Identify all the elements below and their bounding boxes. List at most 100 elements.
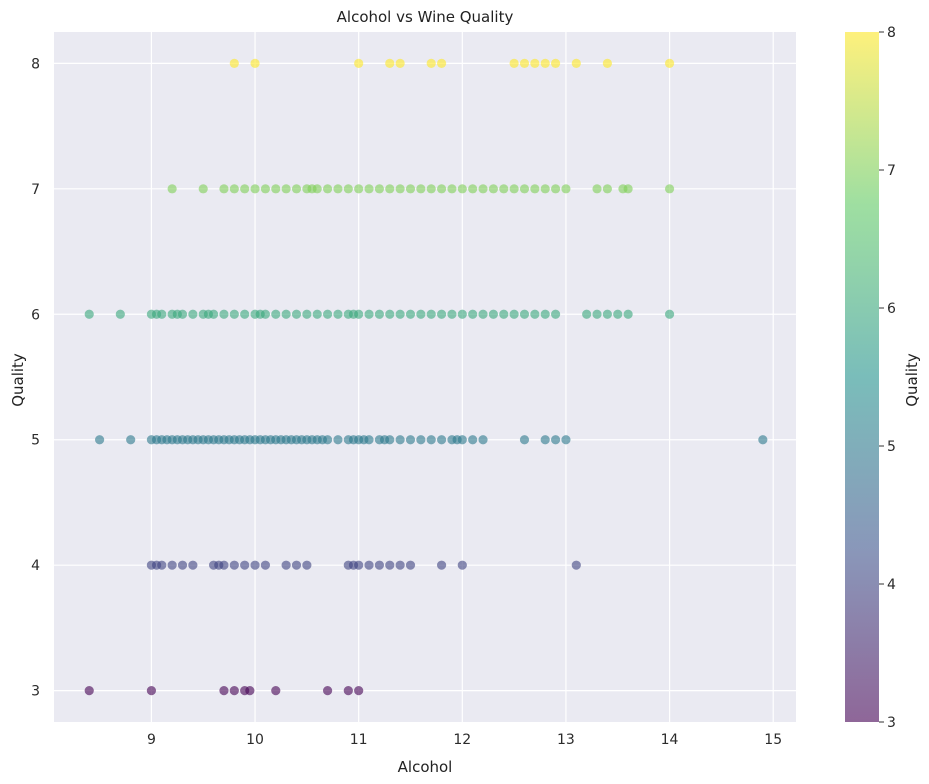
data-point bbox=[540, 58, 550, 68]
data-point bbox=[457, 560, 467, 570]
colorbar-ticks: 3 4 5 6 7 8 bbox=[879, 25, 896, 731]
data-point bbox=[416, 435, 426, 445]
data-point bbox=[229, 686, 239, 696]
data-point bbox=[457, 435, 467, 445]
x-axis-label: Alcohol bbox=[398, 758, 453, 776]
data-point bbox=[623, 309, 633, 319]
data-point bbox=[550, 435, 561, 445]
data-point bbox=[426, 184, 436, 194]
data-point bbox=[426, 435, 436, 445]
data-point bbox=[395, 58, 405, 68]
data-point bbox=[758, 435, 768, 445]
data-point bbox=[302, 309, 312, 319]
data-point bbox=[364, 309, 374, 319]
data-point bbox=[322, 435, 333, 445]
y-tick-label: 4 bbox=[31, 558, 40, 574]
data-point bbox=[613, 309, 623, 319]
data-point bbox=[343, 184, 353, 194]
data-point bbox=[488, 184, 498, 194]
data-point bbox=[219, 686, 229, 696]
x-tick-label: 10 bbox=[246, 732, 264, 748]
data-point bbox=[354, 309, 364, 319]
data-point bbox=[354, 184, 364, 194]
data-point bbox=[354, 58, 364, 68]
data-point bbox=[250, 58, 260, 68]
data-point bbox=[177, 309, 188, 319]
data-point bbox=[271, 686, 281, 696]
data-point bbox=[478, 435, 488, 445]
data-point bbox=[582, 309, 592, 319]
data-point bbox=[436, 58, 447, 68]
data-point bbox=[364, 435, 374, 445]
data-point bbox=[157, 560, 167, 570]
data-point bbox=[271, 184, 281, 194]
data-point bbox=[540, 435, 550, 445]
data-point bbox=[499, 309, 509, 319]
data-point bbox=[468, 309, 478, 319]
data-point bbox=[343, 686, 353, 696]
y-tick-label: 8 bbox=[31, 56, 40, 72]
data-point bbox=[245, 686, 255, 696]
data-point bbox=[416, 309, 426, 319]
data-point bbox=[602, 309, 612, 319]
data-point bbox=[333, 184, 343, 194]
data-point bbox=[219, 184, 229, 194]
data-point bbox=[240, 560, 250, 570]
data-point bbox=[291, 560, 302, 570]
data-point bbox=[229, 309, 239, 319]
data-point bbox=[385, 560, 395, 570]
data-point bbox=[405, 560, 416, 570]
data-point bbox=[385, 435, 395, 445]
data-point bbox=[374, 309, 385, 319]
y-tick-label: 5 bbox=[31, 433, 40, 449]
data-point bbox=[519, 184, 530, 194]
data-point bbox=[509, 58, 519, 68]
data-point bbox=[115, 309, 125, 319]
data-point bbox=[229, 560, 239, 570]
data-point bbox=[250, 184, 260, 194]
data-point bbox=[468, 435, 478, 445]
data-point bbox=[561, 435, 571, 445]
data-point bbox=[281, 560, 291, 570]
data-point bbox=[219, 560, 229, 570]
data-point bbox=[447, 184, 457, 194]
data-point bbox=[177, 560, 188, 570]
data-point bbox=[385, 58, 395, 68]
data-point bbox=[571, 560, 581, 570]
data-point bbox=[250, 560, 260, 570]
data-point bbox=[322, 184, 333, 194]
plot-background bbox=[54, 32, 796, 722]
data-point bbox=[499, 184, 509, 194]
data-point bbox=[126, 435, 136, 445]
data-point bbox=[436, 184, 447, 194]
data-point bbox=[664, 184, 675, 194]
data-point bbox=[260, 309, 271, 319]
data-point bbox=[405, 435, 416, 445]
data-point bbox=[426, 58, 436, 68]
colorbar-tick-label: 3 bbox=[887, 715, 896, 731]
data-point bbox=[229, 184, 239, 194]
data-point bbox=[157, 309, 167, 319]
data-point bbox=[219, 309, 229, 319]
data-point bbox=[488, 309, 498, 319]
data-point bbox=[530, 184, 540, 194]
data-point bbox=[509, 309, 519, 319]
data-point bbox=[416, 184, 426, 194]
data-point bbox=[664, 58, 675, 68]
y-tick-label: 7 bbox=[31, 182, 40, 198]
data-point bbox=[592, 184, 602, 194]
data-point bbox=[664, 309, 675, 319]
data-point bbox=[312, 309, 322, 319]
data-point bbox=[354, 560, 364, 570]
data-points bbox=[84, 58, 768, 696]
data-point bbox=[602, 184, 612, 194]
data-point bbox=[468, 184, 478, 194]
data-point bbox=[240, 184, 250, 194]
data-point bbox=[395, 560, 405, 570]
colorbar bbox=[845, 32, 879, 722]
data-point bbox=[333, 435, 343, 445]
data-point bbox=[167, 184, 177, 194]
data-point bbox=[281, 309, 291, 319]
data-point bbox=[312, 184, 322, 194]
x-axis-ticks: 9 10 11 12 13 14 15 bbox=[147, 732, 782, 748]
